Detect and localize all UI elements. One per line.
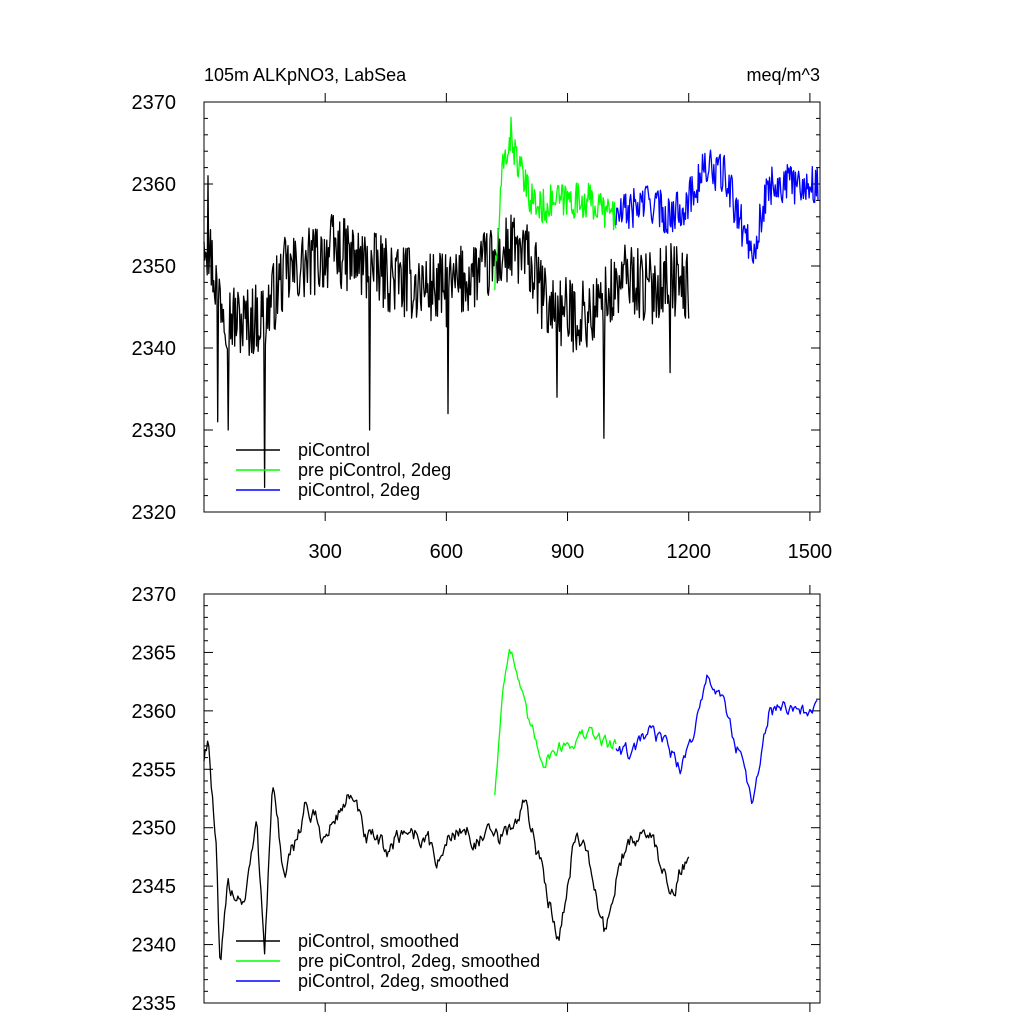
y-tick-label: 2370 (132, 584, 177, 606)
units-label: meq/m^3 (747, 65, 820, 85)
legend-label: pre piControl, 2deg, smoothed (298, 951, 540, 971)
bottom-series (203, 648, 818, 961)
x-tick-label: 900 (551, 541, 584, 563)
plot-frame-bottom (203, 593, 821, 1004)
y-tick-label: 2340 (132, 338, 177, 360)
y-tick-label: 2340 (132, 935, 177, 957)
series-line-0 (203, 740, 690, 961)
y-tick-label: 2365 (132, 642, 177, 664)
y-tick-label: 2345 (132, 876, 177, 898)
top-panel: 105m ALKpNO3, LabSea meq/m^3 2320 2330 234… (132, 65, 833, 563)
y-tick-label: 2355 (132, 759, 177, 781)
bottom-ticks: 2335 2340 2345 2350 2355 2360 2365 2370 (132, 584, 820, 1015)
x-tick-label: 1200 (666, 541, 711, 563)
legend-label: piControl, 2deg (298, 480, 420, 500)
legend-label: piControl (298, 440, 370, 460)
chart-title: 105m ALKpNO3, LabSea (204, 65, 407, 85)
top-series (203, 116, 819, 489)
series-line-0 (203, 175, 690, 489)
y-tick-label: 2360 (132, 174, 177, 196)
y-tick-label: 2360 (132, 701, 177, 723)
y-tick-label: 2370 (132, 92, 177, 114)
legend-label: piControl, 2deg, smoothed (298, 971, 509, 991)
series-line-2 (615, 674, 818, 805)
y-tick-label: 2330 (132, 420, 177, 442)
x-tick-label: 600 (430, 541, 463, 563)
legend-label: pre piControl, 2deg (298, 460, 451, 480)
y-tick-label: 2320 (132, 502, 177, 524)
y-tick-label: 2350 (132, 256, 177, 278)
plot-frame-top (203, 101, 821, 513)
series-line-2 (615, 149, 819, 264)
y-tick-label: 2335 (132, 993, 177, 1015)
series-line-1 (494, 648, 617, 796)
x-tick-label: 300 (308, 541, 341, 563)
x-tick-label: 1500 (788, 541, 833, 563)
legend-label: piControl, smoothed (298, 931, 459, 951)
bottom-panel: 2335 2340 2345 2350 2355 2360 2365 2370 piContr… (132, 584, 821, 1015)
series-line-1 (494, 116, 617, 291)
y-tick-label: 2350 (132, 818, 177, 840)
top-ticks: 2320 2330 2340 2350 2360 2370 300 600 900 1200 150… (132, 92, 833, 563)
